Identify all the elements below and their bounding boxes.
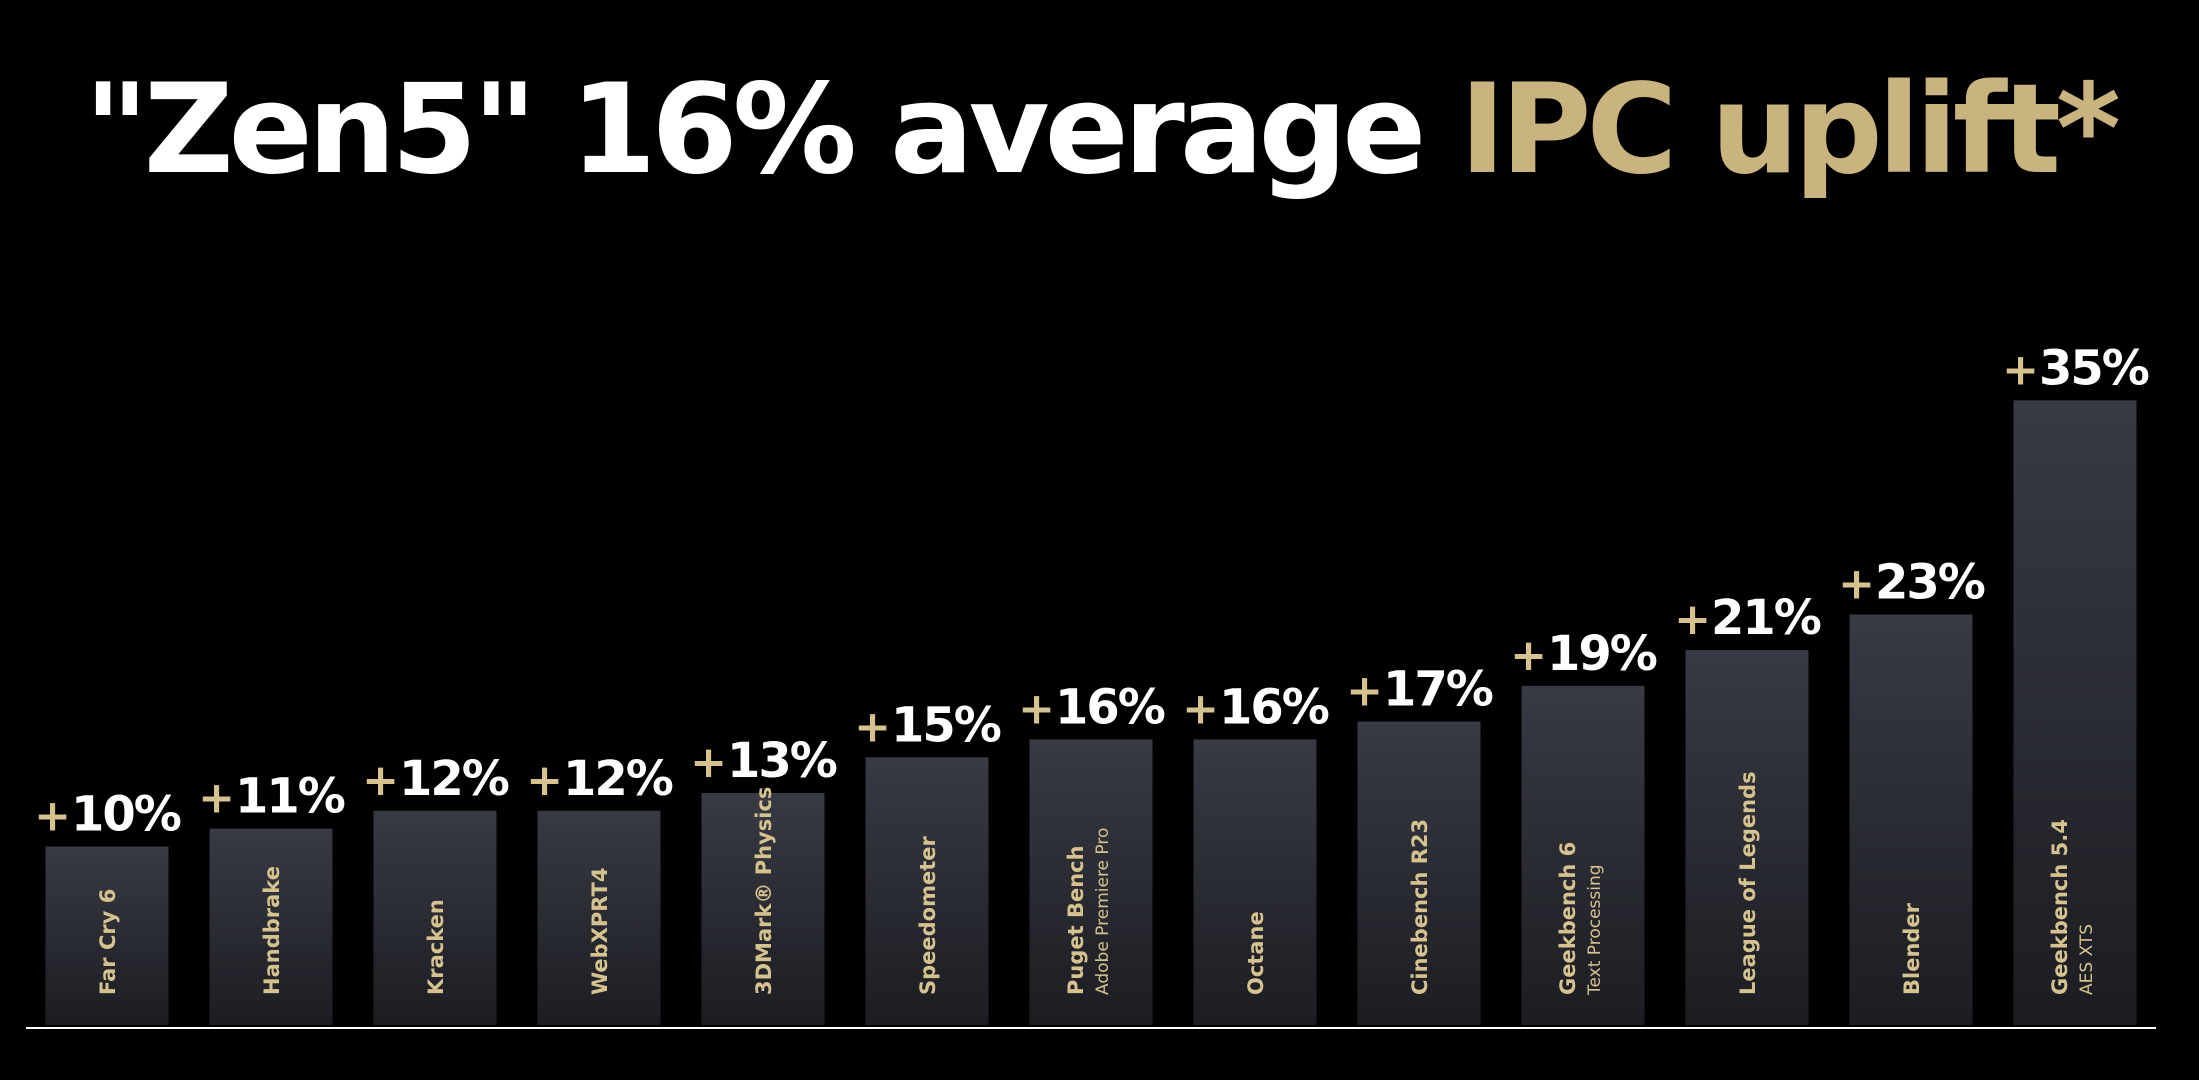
value-label-5: +13% bbox=[690, 733, 837, 789]
value-label-10: +19% bbox=[1510, 626, 1657, 682]
category-sublabel-13: AES XTS bbox=[2077, 924, 2097, 995]
bar-13 bbox=[2013, 400, 2137, 1026]
bars-layer bbox=[45, 400, 2137, 1026]
value-label-2: +11% bbox=[198, 769, 345, 825]
value-label-7: +16% bbox=[1018, 679, 1165, 735]
value-label-plus: + bbox=[854, 701, 891, 752]
bar-3 bbox=[373, 810, 497, 1025]
value-label-plus: + bbox=[690, 737, 727, 788]
value-label-number: 16% bbox=[1219, 679, 1329, 735]
value-label-4: +12% bbox=[526, 751, 673, 807]
category-sublabel-10: Text Processing bbox=[1585, 864, 1605, 996]
value-label-6: +15% bbox=[854, 697, 1001, 753]
bar-4 bbox=[537, 810, 661, 1025]
value-label-plus: + bbox=[198, 773, 235, 824]
category-label-13: Geekbench 5.4 bbox=[2048, 819, 2072, 995]
category-label-9: Cinebench R23 bbox=[1408, 819, 1432, 995]
category-labels-layer: Far Cry 6 Handbrake Kracken WebXPRT4 3DMark®… bbox=[96, 771, 2097, 996]
chart-title: "Zen5" 16% average IPC uplift* bbox=[84, 58, 2119, 202]
value-label-3: +12% bbox=[362, 751, 509, 807]
bar-11 bbox=[1685, 650, 1809, 1025]
value-label-number: 12% bbox=[563, 751, 673, 807]
value-label-number: 35% bbox=[2039, 340, 2149, 396]
value-label-number: 23% bbox=[1875, 555, 1985, 611]
value-label-plus: + bbox=[1674, 594, 1711, 645]
value-label-13: +35% bbox=[2002, 340, 2149, 396]
category-label-2: Handbrake bbox=[260, 866, 284, 995]
value-label-plus: + bbox=[1510, 630, 1547, 681]
value-label-number: 10% bbox=[71, 787, 181, 843]
category-label-11: League of Legends bbox=[1736, 771, 1760, 995]
chart-title-highlight: IPC uplift* bbox=[1460, 58, 2119, 202]
value-label-number: 16% bbox=[1055, 679, 1165, 735]
value-label-plus: + bbox=[34, 791, 71, 842]
category-sublabel-7: Adobe Premiere Pro bbox=[1093, 828, 1113, 995]
value-label-plus: + bbox=[2002, 344, 2039, 395]
value-label-number: 21% bbox=[1711, 590, 1821, 646]
value-label-plus: + bbox=[1182, 683, 1219, 734]
category-label-7: Puget Bench bbox=[1064, 845, 1088, 995]
value-label-1: +10% bbox=[34, 787, 181, 843]
bar-8 bbox=[1193, 739, 1317, 1025]
bar-10 bbox=[1521, 685, 1645, 1025]
value-label-8: +16% bbox=[1182, 679, 1329, 735]
category-label-10: Geekbench 6 bbox=[1556, 842, 1580, 995]
chart-title-main: "Zen5" 16% average bbox=[84, 58, 1459, 202]
value-label-number: 17% bbox=[1383, 662, 1493, 718]
bar-1 bbox=[45, 846, 169, 1025]
category-label-4: WebXPRT4 bbox=[588, 868, 612, 995]
value-label-9: +17% bbox=[1346, 662, 1493, 718]
value-label-11: +21% bbox=[1674, 590, 1821, 646]
bar-12 bbox=[1849, 614, 1973, 1026]
bar-6 bbox=[865, 757, 989, 1026]
category-label-1: Far Cry 6 bbox=[96, 889, 120, 995]
value-label-plus: + bbox=[1018, 683, 1055, 734]
value-label-number: 11% bbox=[235, 769, 345, 825]
category-label-12: Blender bbox=[1900, 902, 1924, 995]
value-label-plus: + bbox=[1838, 559, 1875, 610]
category-label-5: 3DMark® Physics bbox=[752, 787, 776, 995]
value-label-plus: + bbox=[362, 755, 399, 806]
bar-9 bbox=[1357, 721, 1481, 1025]
value-label-number: 12% bbox=[399, 751, 509, 807]
bar-2 bbox=[209, 828, 333, 1025]
value-label-number: 19% bbox=[1547, 626, 1657, 682]
value-label-plus: + bbox=[1346, 666, 1383, 717]
value-label-12: +23% bbox=[1838, 555, 1985, 611]
value-label-number: 13% bbox=[727, 733, 837, 789]
category-label-6: Speedometer bbox=[916, 835, 940, 995]
bar-7 bbox=[1029, 739, 1153, 1025]
value-label-plus: + bbox=[526, 755, 563, 806]
value-label-number: 15% bbox=[891, 697, 1001, 753]
bar-5 bbox=[701, 793, 825, 1026]
category-label-3: Kracken bbox=[424, 899, 448, 995]
category-label-8: Octane bbox=[1244, 911, 1268, 995]
value-labels-layer: +10% +11% +12% +12% +13%+15% +16% +16% +17%+19%… bbox=[34, 340, 2151, 843]
